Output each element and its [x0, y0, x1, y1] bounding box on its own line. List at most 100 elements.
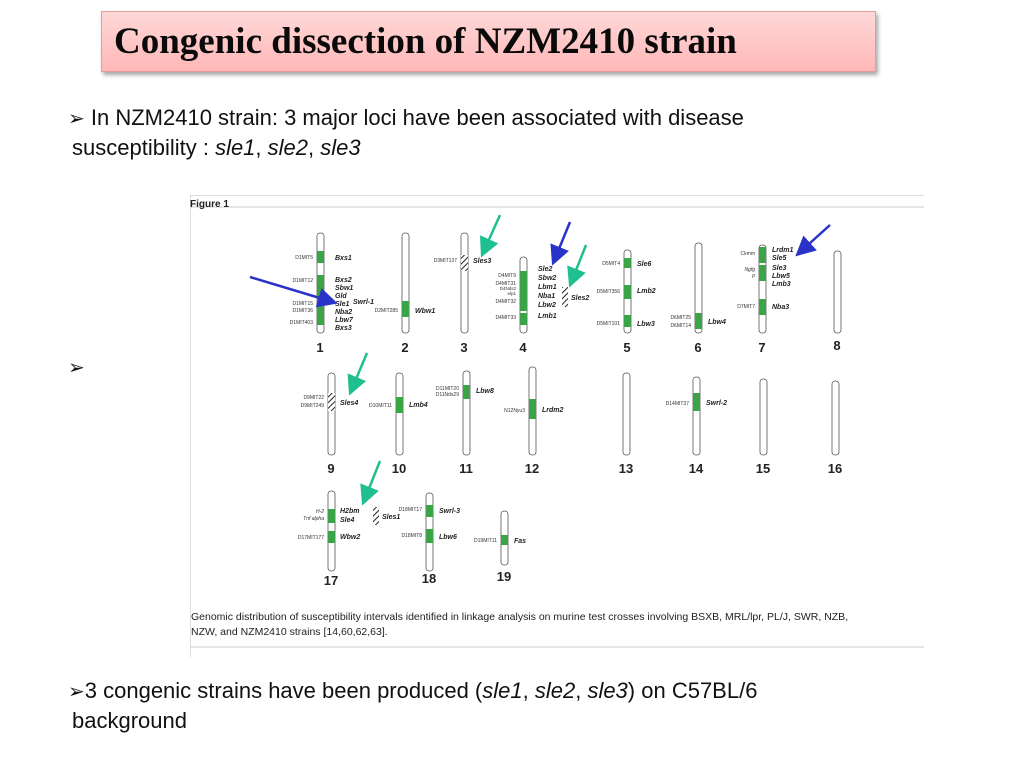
teal-arrow-icon: [347, 352, 369, 396]
locus: Wbw1: [415, 308, 435, 315]
locus: Sle2: [538, 266, 553, 273]
locus: Bxs1: [335, 255, 352, 262]
marker: N12Nyu3: [504, 408, 525, 414]
chromosome-11: D11MIT20 D11Nds29 Lbw8 11: [436, 370, 494, 476]
locus: Nba2: [335, 309, 352, 316]
locus: Lrdm2: [542, 407, 564, 414]
locus: Bxs3: [335, 325, 352, 332]
locus-sle3: sle3: [587, 678, 628, 703]
chromosome-5: D5MIT4 D5MIT356 D5MIT101 Sle6 Lmb2 Lbw3 …: [597, 249, 656, 355]
chromosome-2: D2MIT285 Wbw1 2: [375, 232, 435, 355]
marker: D11Nds29: [436, 392, 459, 398]
chromosome-number: 16: [828, 461, 842, 476]
locus: Lmb4: [409, 402, 428, 409]
bullet-empty: ➢: [68, 352, 85, 383]
bullet-loci-intro-line2: susceptibility : sle1, sle2, sle3: [72, 133, 361, 163]
marker: D4MIT32: [495, 299, 516, 305]
marker: D5MIT4: [602, 261, 620, 267]
chromosome-number: 3: [460, 340, 467, 355]
marker: D4Nds2: [500, 286, 517, 291]
chromosome-number: 7: [758, 340, 765, 355]
bullet3-text-line2: background: [72, 708, 187, 733]
chromosome-4: D4MIT9 D4MIT31 D4Nds2 elp1 D4MIT32 D4MIT…: [495, 256, 589, 355]
marker: D19MIT11: [474, 538, 497, 544]
marker: elp1: [507, 291, 516, 296]
marker: D9MIT22: [303, 395, 324, 401]
chromosome-16: 16: [828, 380, 842, 476]
separator: ,: [255, 135, 268, 160]
bullet-text-line1: In NZM2410 strain: 3 major loci have bee…: [90, 105, 744, 130]
locus: Bxs2: [335, 277, 352, 284]
chromosome-10: D10MIT11 Lmb4 10: [369, 372, 428, 476]
locus-sle1: sle1: [215, 135, 256, 160]
figure-caption-line2: NZW, and NZM2410 strains [14,60,62,63].: [191, 626, 388, 638]
marker: D6MIT14: [670, 323, 691, 329]
locus: Sles2: [571, 295, 589, 302]
separator: ,: [522, 678, 535, 703]
chromosome-number: 1: [316, 340, 323, 355]
marker: p: [751, 273, 755, 279]
locus: Wbw2: [340, 534, 360, 541]
bullet3-text-part1: 3 congenic strains have been produced (: [84, 678, 483, 703]
separator: ,: [575, 678, 588, 703]
chromosome-number: 2: [401, 340, 408, 355]
marker: D1MIT12: [292, 278, 313, 284]
bullet-text-line2-prefix: susceptibility :: [72, 135, 216, 160]
chromosome-number: 12: [525, 461, 539, 476]
locus: Lbm1: [538, 284, 557, 291]
locus: Fas: [514, 538, 526, 545]
marker: D18MIT8: [401, 533, 422, 539]
marker: D6MIT25: [670, 315, 691, 321]
figure-chromosome-map: Figure 1 D1MIT5 D1MIT12 D1MIT15 D1MIT36 …: [190, 195, 924, 657]
marker: D4MIT33: [495, 315, 516, 321]
marker: D10MIT11: [369, 403, 392, 409]
locus: Lbw6: [439, 534, 457, 541]
marker: D1MIT15: [292, 301, 313, 307]
marker: D18MIT17: [399, 507, 423, 513]
locus: Sle3: [772, 265, 787, 272]
marker: D17MIT177: [298, 535, 324, 541]
blue-arrow-icon: [550, 221, 572, 266]
locus: Sle1: [335, 301, 350, 308]
marker: H-2: [316, 509, 324, 515]
locus: H2bm: [340, 508, 359, 515]
teal-arrow-icon: [567, 244, 588, 288]
locus: Sle5: [772, 255, 787, 262]
teal-arrow-icon: [479, 214, 502, 258]
marker: D5MIT101: [597, 321, 621, 327]
bullet-arrow-icon: ➢: [68, 357, 85, 379]
locus-sle2: sle2: [267, 135, 309, 160]
chromosome-12: N12Nyu3 Lrdm2 12: [504, 366, 564, 476]
separator: ,: [308, 135, 321, 160]
locus-sle3: sle3: [320, 135, 361, 160]
bullet-arrow-icon: ➢: [68, 681, 85, 703]
locus: Swrl-1: [353, 299, 374, 306]
locus: Lbw5: [772, 273, 790, 280]
locus: Lmb3: [772, 281, 791, 288]
marker: D7MIT7: [737, 304, 755, 310]
teal-arrow-icon: [360, 460, 382, 506]
chromosome-7: Ckmm Ngfg p D7MIT7 Lrdm1 Sle5 Sle3 Lbw5 …: [737, 244, 794, 355]
marker: D4MIT9: [498, 273, 516, 279]
locus: Swrl-2: [706, 400, 727, 407]
locus: Lbw3: [637, 321, 655, 328]
marker: D3MIT137: [434, 258, 458, 264]
locus: Sbw2: [538, 275, 556, 282]
figure-caption-line1: Genomic distribution of susceptibility i…: [191, 611, 848, 623]
chromosome-number: 5: [623, 340, 630, 355]
chromosome-number: 17: [324, 573, 338, 588]
marker: D14MIT37: [666, 401, 690, 407]
marker: Ckmm: [741, 251, 755, 257]
locus-sle1: sle1: [482, 678, 523, 703]
blue-arrow-icon: [795, 224, 831, 257]
chromosome-number: 15: [756, 461, 770, 476]
slide-title-box: Congenic dissection of NZM2410 strain: [101, 11, 876, 72]
chromosome-9: D9MIT22 D9MIT249 Sles4 9: [301, 372, 358, 476]
marker: Ngfg: [744, 267, 755, 273]
locus-sle2: sle2: [534, 678, 576, 703]
chromosome-19: D19MIT11 Fas 19: [474, 510, 526, 584]
chromosome-number: 10: [392, 461, 406, 476]
locus: Nba3: [772, 304, 789, 311]
locus: Sles1: [382, 514, 400, 521]
chromosome-8: 8: [833, 250, 842, 353]
